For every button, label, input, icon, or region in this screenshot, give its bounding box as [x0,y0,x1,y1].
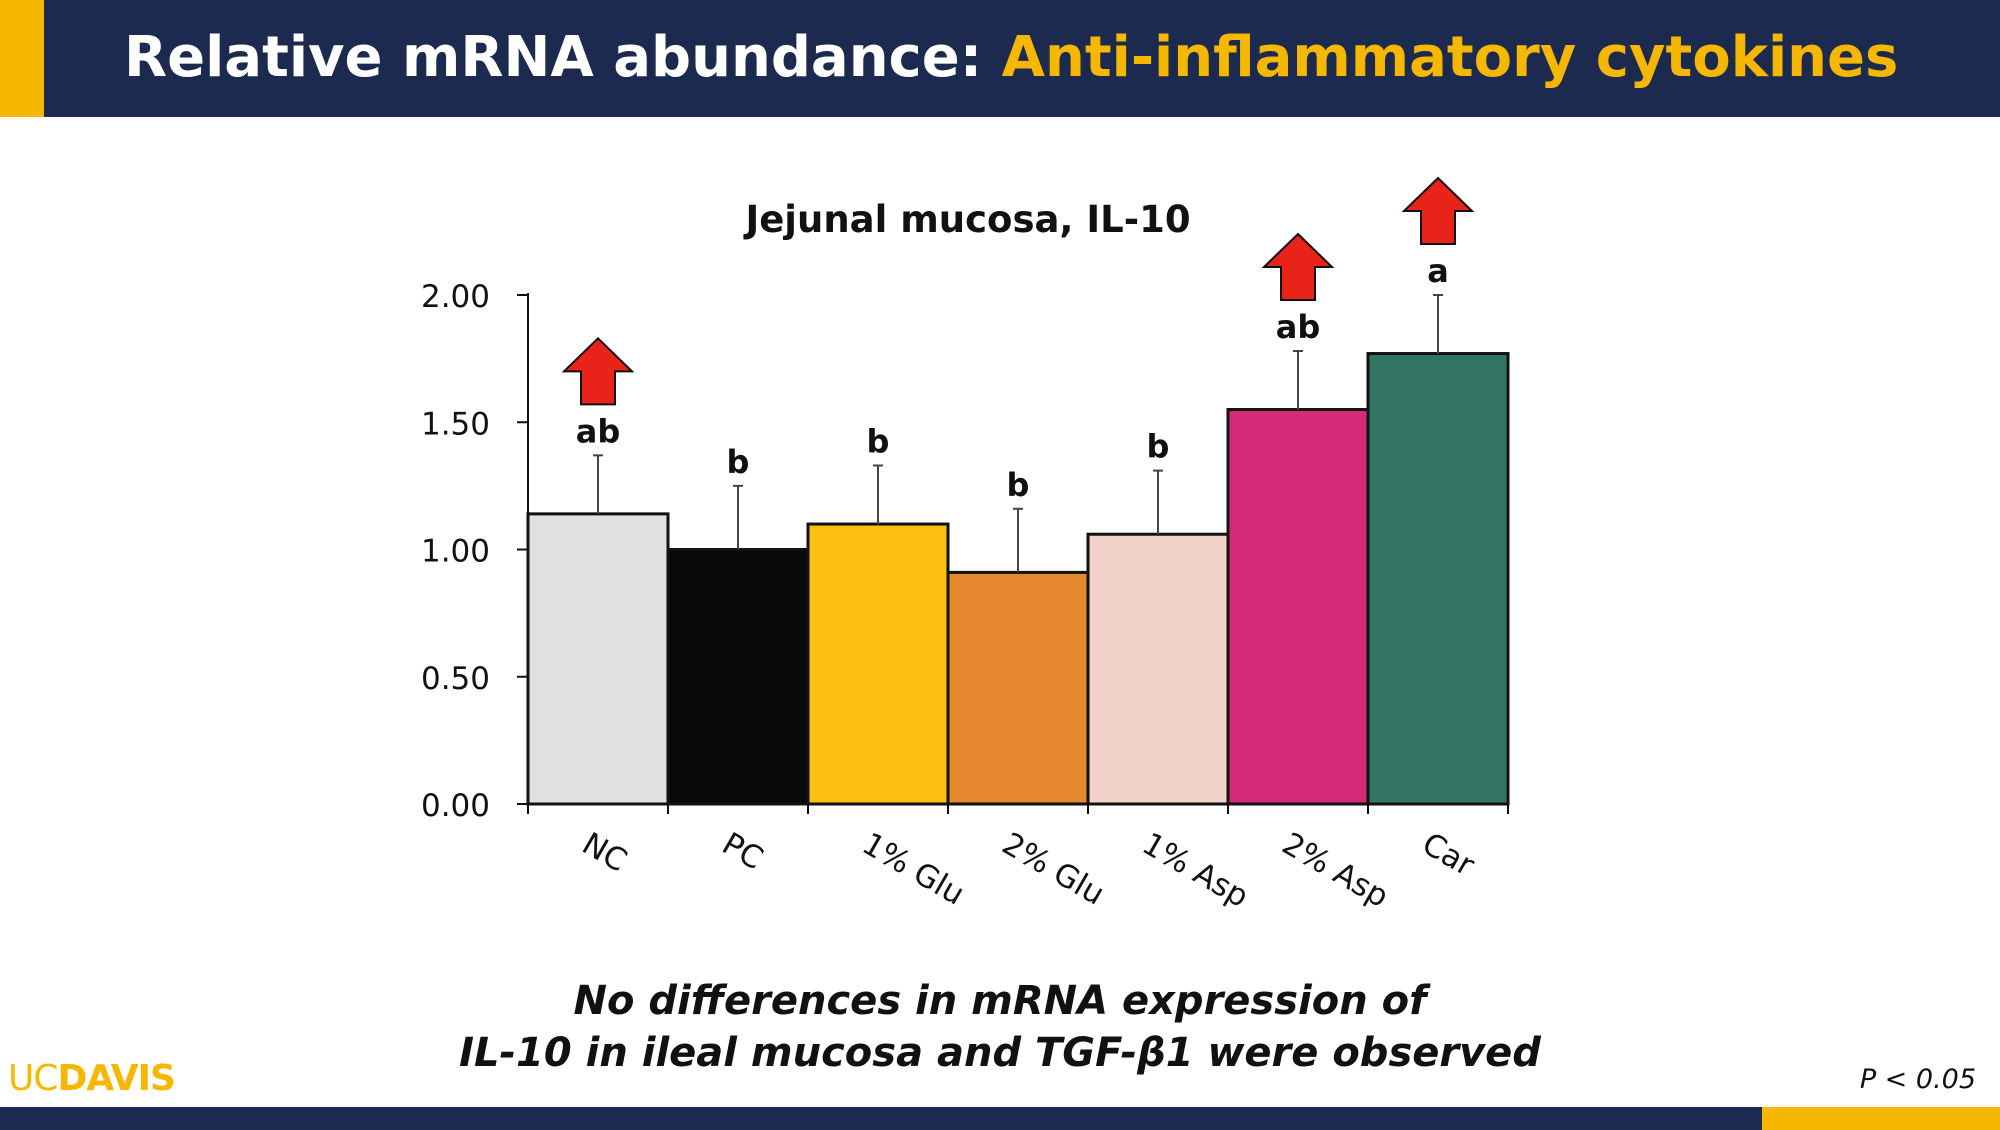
bar-1-glu [806,522,950,806]
up-arrow-icon [1261,232,1335,301]
header-bar [0,0,2000,117]
y-tick-label: 1.50 [421,406,490,442]
conclusion-line-2: IL-10 in ileal mucosa and TGF-β1 were ob… [459,1030,1541,1076]
chart-title: Jejunal mucosa, IL-10 [742,198,1190,241]
x-tick-label: PC [716,826,769,877]
x-tick-label: 1% Glu [856,826,970,913]
significance-letter: ab [1276,308,1321,346]
ucdavis-logo: UCDAVIS [8,1058,176,1099]
bar-pc [666,548,810,806]
x-tick-label: 1% Asp [1136,826,1255,915]
bar-1-asp [1086,532,1230,806]
page-title: Relative mRNA abundance: Anti-inflammato… [124,20,1898,96]
bar-chart: Jejunal mucosa, IL-10 0.00 0.50 1.00 1.50 2.0… [421,176,1510,915]
x-tick-label: Car [1416,826,1480,884]
x-tick-label: 2% Asp [1276,826,1395,915]
footer-accent-stripe [1762,1107,2000,1130]
up-arrow-icon [561,336,635,406]
x-tick-label: 2% Glu [996,826,1110,913]
page-title-part2: Anti-inflammatory cytokines [1001,25,1899,90]
up-arrow-icon [1401,176,1475,245]
logo-uc: UC [8,1058,58,1099]
bar-nc [526,512,670,806]
y-tick-label: 2.00 [421,279,490,315]
conclusion-text: No differences in mRNA expression of IL-… [0,975,2000,1079]
significance-letter: b [1007,466,1030,504]
header-accent-stripe [0,0,44,117]
conclusion-line-1: No differences in mRNA expression of [573,978,1427,1024]
page-title-part1: Relative mRNA abundance: [124,25,983,90]
bar-2-glu [946,570,1090,806]
significance-letter: a [1427,252,1449,290]
x-tick-label: NC [576,826,633,880]
bar-2-asp [1226,408,1370,806]
footer-bar [0,1107,2000,1130]
logo-davis: DAVIS [57,1058,176,1099]
significance-letter: b [727,443,750,481]
significance-letter: b [1147,428,1170,466]
significance-letter: b [867,423,890,461]
y-tick-label: 1.00 [421,534,490,570]
bar-car [1366,352,1510,806]
y-tick-label: 0.50 [421,661,490,697]
significance-letter: ab [576,412,621,450]
y-tick-label: 0.00 [421,788,490,824]
p-value-note: P < 0.05 [1859,1064,1976,1095]
